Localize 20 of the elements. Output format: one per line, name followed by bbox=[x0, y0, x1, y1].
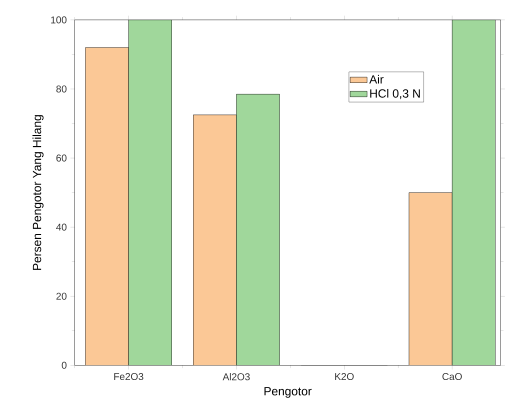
y-tick-label: 80 bbox=[56, 85, 67, 92]
legend-label: HCl 0,3 N bbox=[370, 88, 420, 100]
bar bbox=[128, 20, 172, 366]
bar bbox=[193, 114, 236, 366]
legend-label: Air bbox=[369, 74, 384, 84]
y-tick-label: 60 bbox=[56, 154, 67, 162]
y-tick-label: 20 bbox=[56, 292, 67, 300]
bar bbox=[85, 48, 129, 366]
y-tick-label: 100 bbox=[51, 16, 67, 24]
y-tick-label: 0 bbox=[62, 362, 67, 369]
bar bbox=[452, 20, 496, 366]
x-axis-title: Pengotor bbox=[264, 387, 312, 398]
bar bbox=[408, 192, 452, 366]
bar bbox=[236, 94, 280, 366]
x-tick-label: Fe2O3 bbox=[114, 373, 144, 380]
x-tick-label: K2O bbox=[335, 373, 354, 380]
y-tick-label: 40 bbox=[56, 224, 67, 231]
x-tick-label: CaO bbox=[442, 373, 462, 380]
x-tick-label: Al2O3 bbox=[222, 373, 250, 380]
y-axis-title: Persen Pengotor Yang Hilang bbox=[32, 115, 44, 270]
